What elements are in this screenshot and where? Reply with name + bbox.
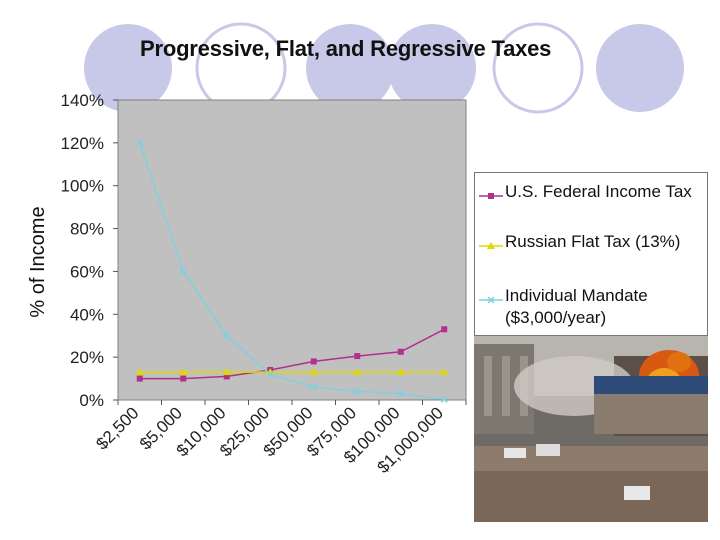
square-marker-icon <box>479 193 503 199</box>
y-tick-label: 20% <box>70 348 104 367</box>
data-point <box>266 370 274 378</box>
series-line <box>139 142 445 401</box>
data-point <box>135 368 144 376</box>
y-tick-label: 140% <box>61 91 104 110</box>
legend-label: Russian Flat Tax (13%) <box>505 232 681 251</box>
y-tick-label: 100% <box>61 177 104 196</box>
data-point <box>310 383 318 391</box>
data-point <box>309 368 318 376</box>
data-point <box>222 368 231 376</box>
data-point <box>354 353 361 360</box>
triangle-marker-icon <box>479 242 503 249</box>
y-tick-label: 0% <box>79 391 104 410</box>
circle-deco <box>306 24 394 112</box>
data-point <box>441 326 448 333</box>
y-tick-label: 80% <box>70 220 104 239</box>
data-point <box>310 358 317 365</box>
data-point <box>440 395 448 403</box>
y-tick-label: 60% <box>70 262 104 281</box>
data-point <box>136 139 144 147</box>
data-point <box>136 375 143 382</box>
data-point <box>440 368 449 376</box>
riot-photo <box>474 336 708 522</box>
y-axis-label: % of Income <box>27 206 49 317</box>
x-marker-icon <box>479 296 503 304</box>
data-point <box>179 368 188 376</box>
slide-title: Progressive, Flat, and Regressive Taxes <box>140 36 552 61</box>
data-point <box>396 368 405 376</box>
circle-deco <box>492 22 584 114</box>
data-point <box>397 390 405 398</box>
data-point <box>180 375 187 382</box>
x-tick-label: $2,500 <box>92 403 142 453</box>
series-line <box>139 328 445 380</box>
legend-label: Individual Mandate ($3,000/year) <box>505 286 648 327</box>
y-tick-label: 120% <box>61 134 104 153</box>
circle-deco <box>596 24 684 112</box>
circle-deco <box>388 24 476 112</box>
data-point <box>353 368 362 376</box>
data-point <box>353 387 361 395</box>
plot-area <box>117 99 467 401</box>
circle-deco <box>84 24 172 112</box>
y-tick-label: 40% <box>70 305 104 324</box>
data-point <box>223 373 230 380</box>
data-point <box>179 267 187 275</box>
data-point <box>397 348 404 355</box>
legend-label: U.S. Federal Income Tax <box>505 182 692 201</box>
data-point <box>223 332 231 340</box>
chart-legend: U.S. Federal Income Tax Russian Flat Tax… <box>474 172 708 336</box>
